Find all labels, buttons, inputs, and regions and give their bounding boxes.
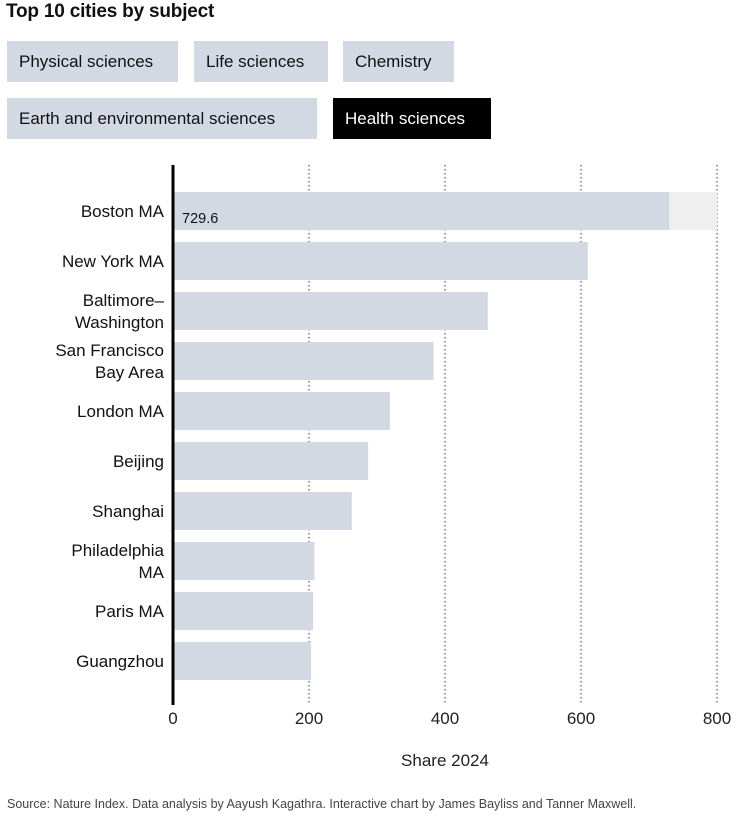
category-label: Baltimore– Washington	[75, 291, 165, 332]
category-label: Philadelphia MA	[71, 541, 164, 582]
category-label: New York MA	[62, 252, 165, 271]
bar[interactable]	[173, 442, 369, 480]
category-label: Paris MA	[95, 602, 165, 621]
category-label: London MA	[77, 402, 165, 421]
x-tick-label: 200	[295, 709, 323, 728]
bar[interactable]	[173, 642, 312, 680]
bar[interactable]	[173, 592, 314, 630]
tab-earth-environmental-sciences[interactable]: Earth and environmental sciences	[7, 98, 317, 139]
category-label: San Francisco Bay Area	[55, 341, 164, 382]
category-label: Guangzhou	[76, 652, 164, 671]
tab-chemistry[interactable]: Chemistry	[343, 41, 454, 82]
x-tick-label: 400	[431, 709, 459, 728]
x-axis-label: Share 2024	[401, 751, 489, 770]
x-tick-label: 600	[567, 709, 595, 728]
category-label: Beijing	[113, 452, 164, 471]
bar[interactable]	[173, 492, 352, 530]
bar[interactable]	[173, 342, 434, 380]
data-label: 729.6	[182, 211, 218, 227]
x-tick-label: 800	[703, 709, 731, 728]
tab-physical-sciences[interactable]: Physical sciences	[7, 41, 178, 82]
source-note: Source: Nature Index. Data analysis by A…	[7, 797, 637, 811]
bar[interactable]	[173, 242, 588, 280]
x-tick-labels: 0 200 400 600 800	[168, 709, 731, 728]
bar[interactable]	[173, 292, 488, 330]
bar[interactable]	[173, 392, 390, 430]
category-label: Shanghai	[92, 502, 164, 521]
page-title: Top 10 cities by subject	[6, 1, 215, 22]
x-tick-label: 0	[168, 709, 177, 728]
bar[interactable]	[173, 192, 670, 230]
tab-life-sciences[interactable]: Life sciences	[194, 41, 328, 82]
bar-chart: 729.6 Boston MA New York MA Baltimore– Wash…	[55, 165, 731, 770]
category-label: Boston MA	[81, 202, 165, 221]
tab-health-sciences[interactable]: Health sciences	[333, 98, 491, 139]
bars: 729.6	[173, 192, 717, 680]
bar[interactable]	[173, 542, 315, 580]
category-labels: Boston MA New York MA Baltimore– Washington…	[55, 202, 164, 671]
